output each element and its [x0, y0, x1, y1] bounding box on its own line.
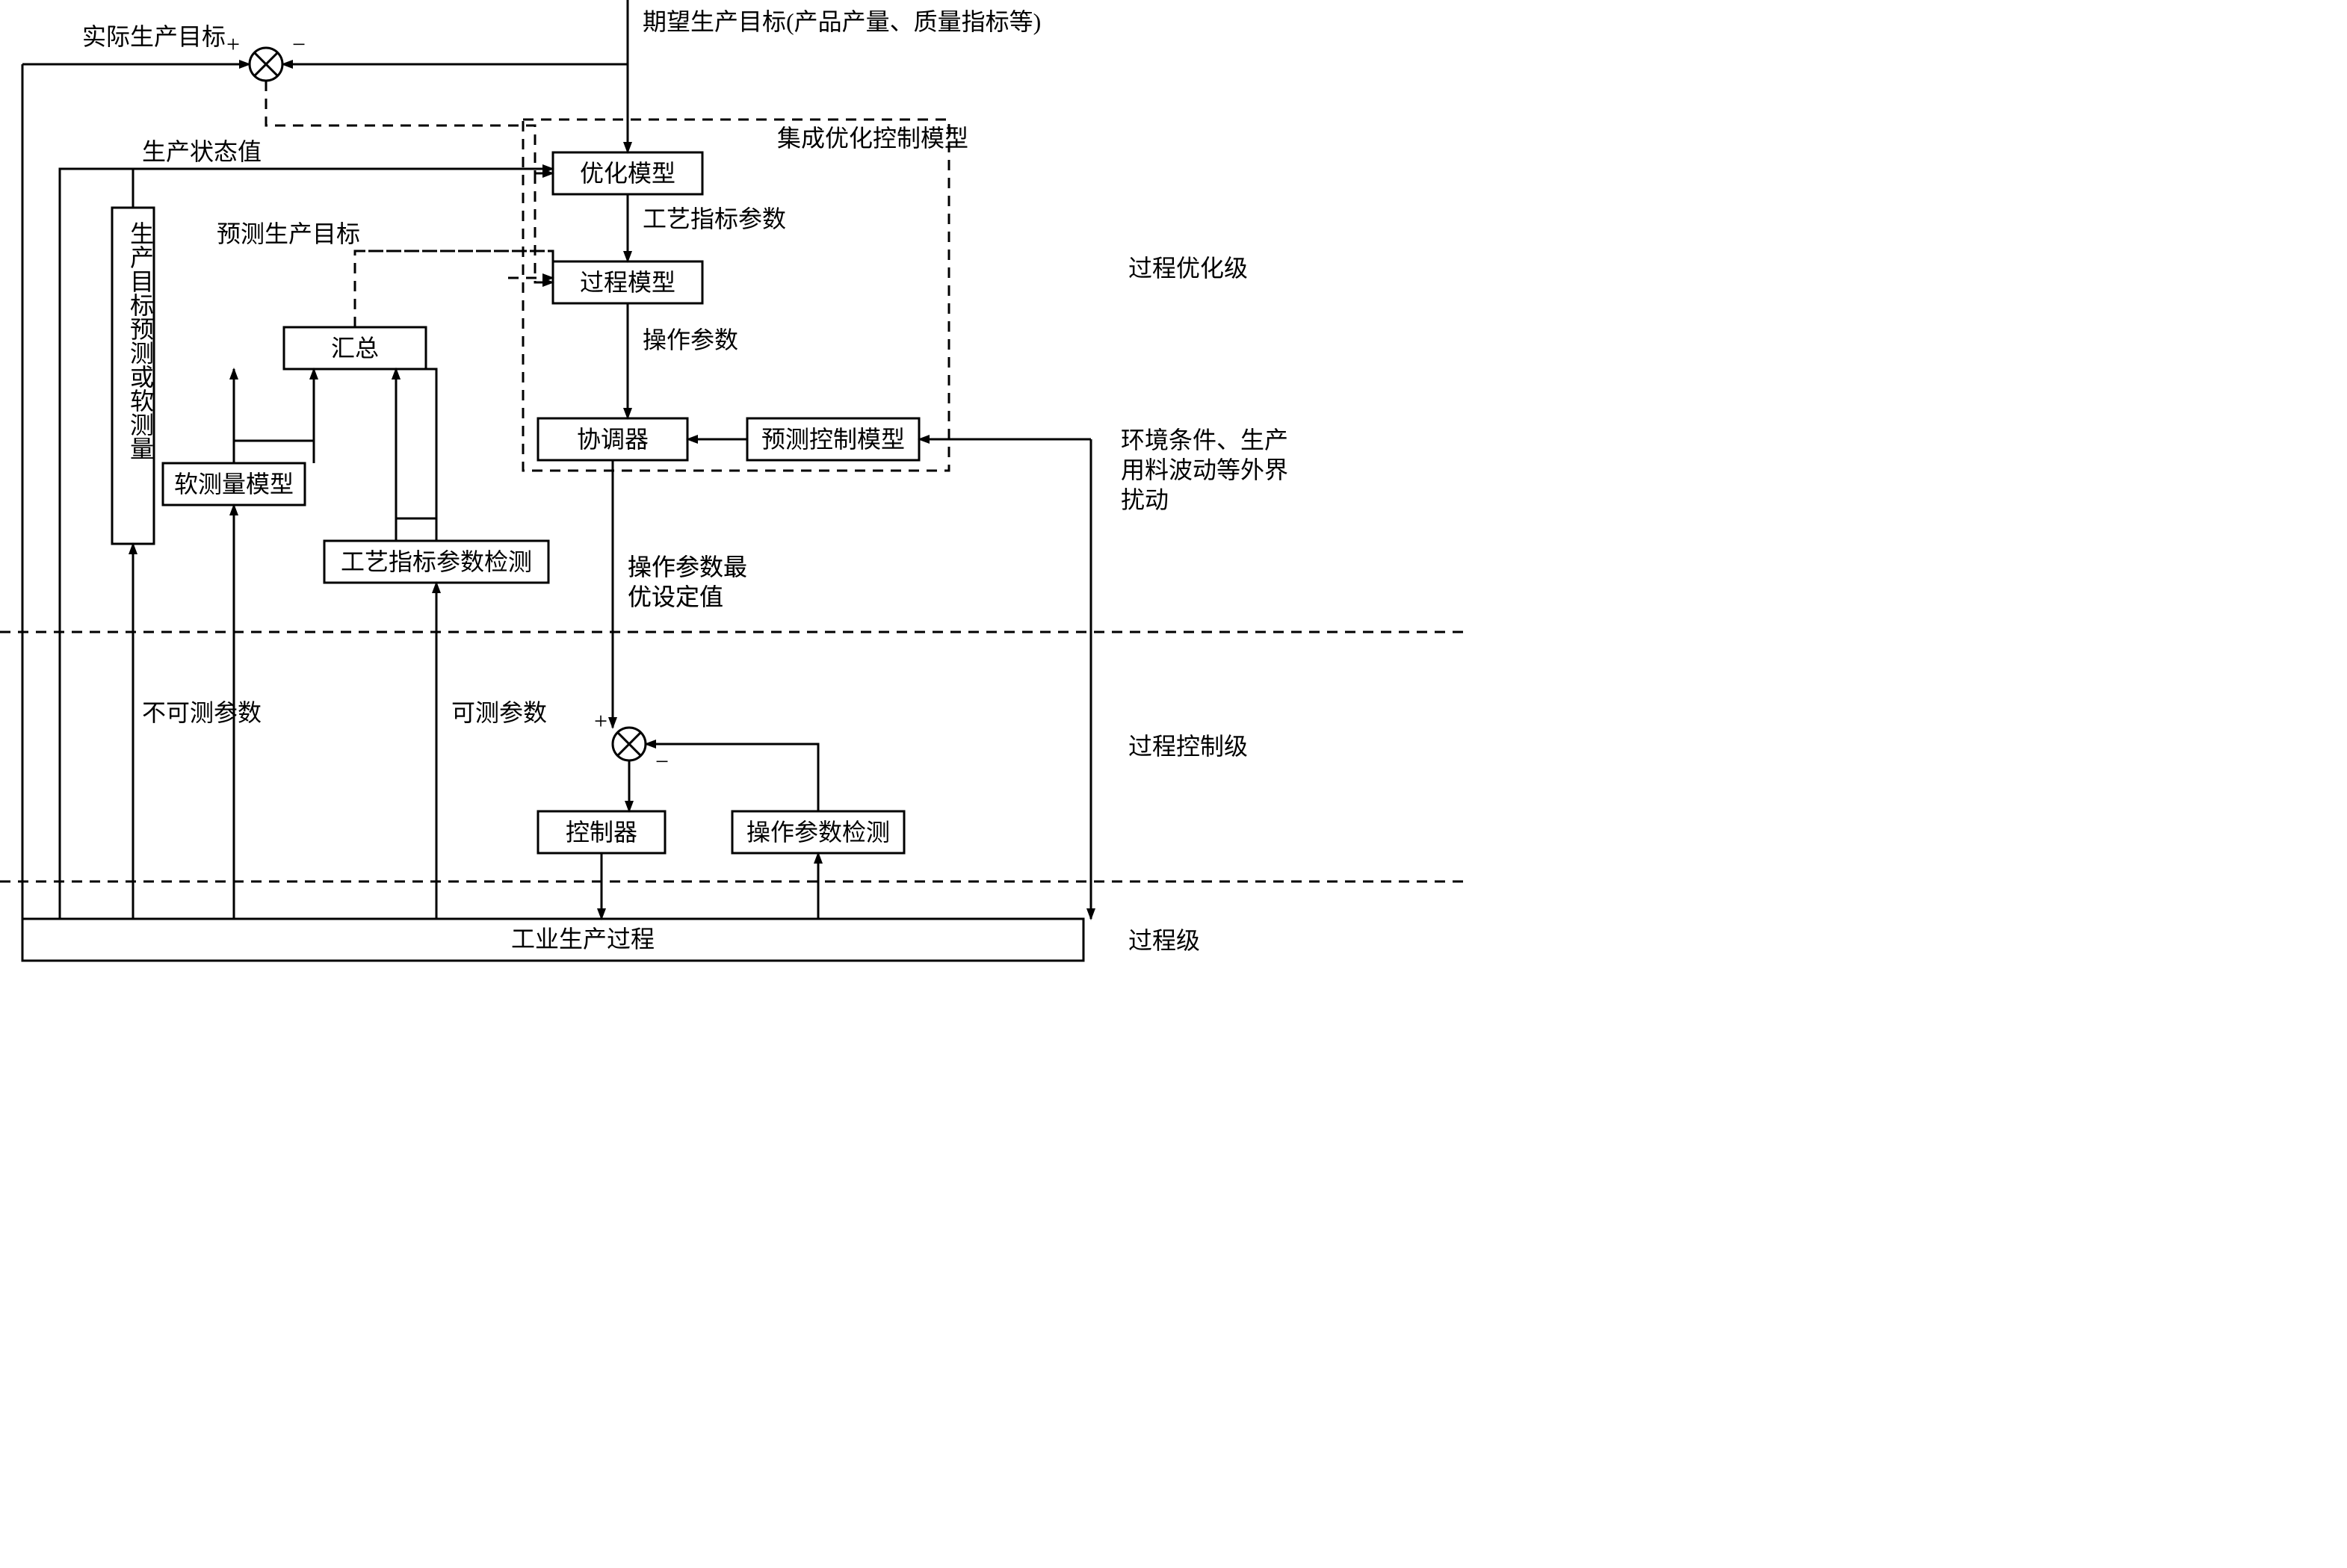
proc-param-label: 工艺指标参数: [643, 205, 786, 232]
level-ctrl-label: 过程控制级: [1128, 733, 1248, 760]
controller-label: 控制器: [566, 819, 637, 846]
measurable-label: 可测参数: [451, 699, 547, 726]
industrial-label: 工业生产过程: [511, 926, 655, 952]
e-det-sum-path: [396, 369, 436, 541]
e-opd-sum2: [646, 744, 818, 811]
prod-state-label: 生产状态值: [142, 138, 262, 165]
soft-model-label: 软测量模型: [174, 471, 294, 498]
level-proc-label: 过程级: [1128, 927, 1200, 954]
proc-model-label: 过程模型: [580, 269, 675, 296]
minus-bot: −: [655, 748, 669, 775]
summary-label: 汇总: [331, 335, 379, 362]
disturb-l2: 用料波动等外界: [1121, 456, 1288, 483]
disturb-l3: 扰动: [1121, 486, 1169, 513]
pred-target-label: 预测生产目标: [217, 220, 360, 247]
opopt-line1: 操作参数最: [628, 554, 747, 580]
opt-model-label: 优化模型: [580, 160, 675, 187]
e-sum1-proc: [535, 173, 553, 282]
unmeasurable-label: 不可测参数: [142, 699, 262, 726]
plus-bot: +: [594, 707, 607, 734]
level-opt-label: 过程优化级: [1128, 255, 1248, 282]
disturb-l1: 环境条件、生产: [1121, 427, 1288, 453]
e-sum1-opt: [266, 81, 553, 173]
coordinator-label: 协调器: [577, 426, 649, 453]
minus-top: −: [292, 31, 306, 58]
expected-target-label: 期望生产目标(产品产量、质量指标等): [643, 8, 1041, 35]
vpred-label: 生产目标预测或软测量: [127, 221, 154, 460]
plus-top: +: [226, 31, 240, 58]
opopt-line2: 优设定值: [628, 583, 723, 610]
proc-detect-label: 工艺指标参数检测: [341, 548, 532, 575]
op-param-label: 操作参数: [643, 326, 738, 353]
integrated-label: 集成优化控制模型: [777, 125, 968, 152]
actual-target-label: 实际生产目标: [82, 23, 226, 50]
pred-ctrl-label: 预测控制模型: [761, 426, 905, 453]
op-detect-label: 操作参数检测: [746, 819, 890, 846]
